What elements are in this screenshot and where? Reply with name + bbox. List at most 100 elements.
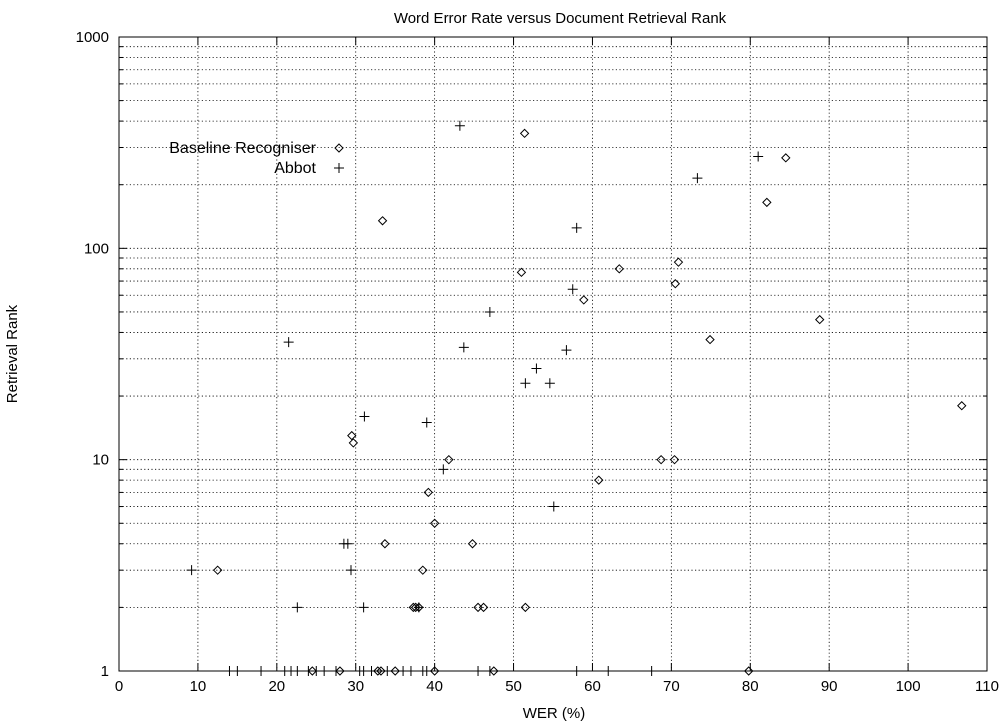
data-point-plus bbox=[484, 306, 495, 317]
x-tick-label: 90 bbox=[821, 678, 838, 695]
x-tick-label: 20 bbox=[268, 678, 285, 695]
data-point-diamond bbox=[705, 334, 715, 345]
data-point-plus bbox=[753, 151, 764, 162]
data-point-plus bbox=[520, 378, 531, 389]
data-point-diamond bbox=[467, 539, 478, 549]
data-point-plus bbox=[454, 120, 465, 131]
data-point-plus bbox=[319, 666, 330, 676]
legend-label-baseline-recogniser: Baseline Recogniser bbox=[169, 140, 316, 157]
data-point-diamond bbox=[762, 197, 772, 208]
legend-marker-diamond bbox=[334, 143, 344, 153]
data-point-plus bbox=[421, 417, 432, 428]
data-point-diamond bbox=[335, 666, 345, 676]
data-point-plus bbox=[366, 666, 377, 676]
data-point-diamond bbox=[348, 438, 359, 448]
data-point-diamond bbox=[656, 454, 666, 465]
data-point-plus bbox=[292, 666, 303, 676]
data-point-diamond bbox=[673, 257, 684, 267]
data-point-diamond bbox=[377, 216, 388, 226]
data-point-plus bbox=[548, 501, 559, 512]
chart-title: Word Error Rate versus Document Retrieva… bbox=[394, 10, 727, 27]
x-tick-label: 0 bbox=[115, 678, 123, 695]
data-point-diamond bbox=[444, 454, 454, 465]
data-point-plus bbox=[232, 666, 243, 676]
data-point-diamond bbox=[579, 295, 589, 305]
data-point-diamond bbox=[743, 666, 754, 676]
data-point-diamond bbox=[473, 602, 483, 613]
data-point-plus bbox=[646, 666, 657, 676]
data-point-plus bbox=[421, 666, 432, 676]
series-diamond bbox=[212, 128, 967, 676]
data-point-diamond bbox=[429, 518, 440, 528]
data-point-diamond bbox=[380, 539, 390, 549]
data-point-plus bbox=[331, 666, 341, 676]
data-point-plus bbox=[567, 284, 578, 295]
data-point-diamond bbox=[307, 666, 318, 676]
data-point-plus bbox=[283, 337, 294, 348]
data-point-plus bbox=[256, 666, 267, 676]
y-tick-label: 10 bbox=[92, 452, 109, 469]
data-point-diamond bbox=[670, 279, 681, 289]
data-point-plus bbox=[413, 602, 424, 613]
data-point-diamond bbox=[669, 454, 680, 465]
data-point-plus bbox=[358, 602, 369, 613]
data-point-diamond bbox=[781, 153, 791, 163]
data-point-plus bbox=[531, 363, 542, 374]
x-tick-label: 50 bbox=[505, 678, 522, 695]
x-axis-tick-labels: 0 10 20 30 40 50 60 70 80 90 100 110 bbox=[115, 678, 999, 695]
data-point-plus bbox=[561, 345, 572, 356]
x-tick-label: 40 bbox=[426, 678, 443, 695]
y-tick-label: 1 bbox=[101, 663, 109, 680]
data-point-plus bbox=[484, 666, 495, 676]
data-point-plus bbox=[603, 666, 614, 676]
y-axis-title: Retrieval Rank bbox=[4, 304, 21, 403]
data-point-plus bbox=[438, 464, 449, 475]
data-point-diamond bbox=[594, 475, 604, 485]
data-point-diamond bbox=[429, 666, 440, 676]
data-point-plus bbox=[382, 666, 393, 676]
data-point-diamond bbox=[614, 264, 624, 274]
data-point-diamond bbox=[478, 602, 489, 613]
data-point-diamond bbox=[519, 128, 530, 139]
data-point-diamond bbox=[347, 430, 357, 441]
data-point-plus bbox=[571, 666, 582, 676]
legend-marker-plus bbox=[334, 163, 344, 173]
data-point-diamond bbox=[489, 666, 499, 676]
x-tick-label: 70 bbox=[663, 678, 680, 695]
data-point-diamond bbox=[373, 666, 383, 676]
data-point-plus bbox=[458, 342, 469, 353]
y-axis-tick-labels: 1 10 100 1000 bbox=[76, 29, 109, 680]
x-tick-label: 80 bbox=[742, 678, 759, 695]
x-tick-label: 60 bbox=[584, 678, 601, 695]
data-point-diamond bbox=[376, 666, 386, 676]
data-point-plus bbox=[292, 602, 303, 613]
data-point-diamond bbox=[418, 565, 428, 575]
data-point-plus bbox=[405, 666, 416, 676]
legend-label-abbot: Abbot bbox=[274, 160, 316, 177]
legend: Baseline Recogniser Abbot bbox=[169, 140, 344, 177]
x-tick-label: 10 bbox=[190, 678, 207, 695]
data-point-plus bbox=[544, 378, 555, 389]
series-plus bbox=[186, 120, 764, 676]
data-point-diamond bbox=[212, 565, 223, 575]
axis-ticks bbox=[118, 36, 988, 672]
data-point-diamond bbox=[423, 487, 434, 498]
data-series bbox=[186, 120, 967, 676]
data-point-plus bbox=[359, 411, 370, 422]
data-point-plus bbox=[342, 538, 353, 549]
data-point-plus bbox=[571, 222, 582, 233]
data-point-diamond bbox=[390, 666, 400, 676]
y-tick-label: 1000 bbox=[76, 29, 109, 46]
data-point-plus bbox=[473, 666, 484, 676]
data-point-diamond bbox=[520, 602, 531, 613]
x-tick-label: 110 bbox=[975, 678, 999, 695]
x-tick-label: 30 bbox=[347, 678, 364, 695]
plot-frame bbox=[118, 36, 988, 672]
y-tick-label: 100 bbox=[84, 240, 109, 257]
x-axis-title: WER (%) bbox=[523, 705, 586, 722]
data-point-plus bbox=[692, 173, 703, 184]
x-tick-label: 100 bbox=[896, 678, 921, 695]
grid-lines bbox=[119, 37, 987, 671]
data-point-plus bbox=[345, 565, 356, 576]
